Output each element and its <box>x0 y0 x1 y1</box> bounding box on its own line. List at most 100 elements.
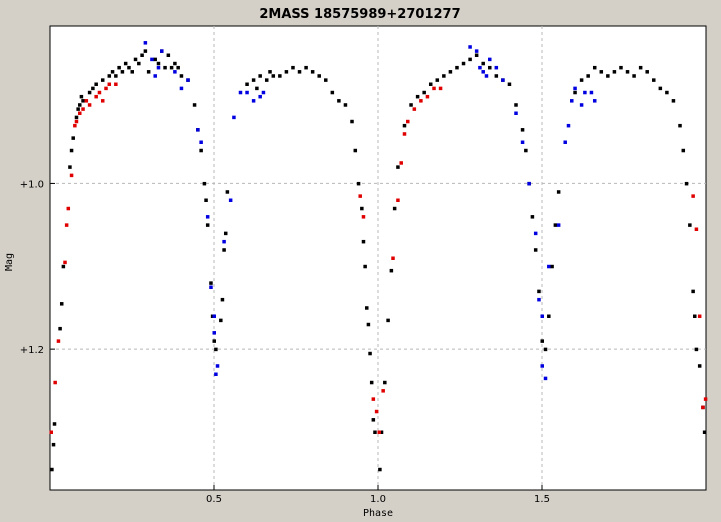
data-point-black <box>268 70 272 74</box>
data-point-black <box>245 82 249 86</box>
data-point-black <box>169 65 174 70</box>
data-point-black <box>68 165 72 169</box>
data-point-blue <box>543 376 548 381</box>
data-point-red <box>697 314 702 318</box>
data-point-black <box>586 74 590 78</box>
data-point-red <box>391 256 395 260</box>
data-point-red <box>701 405 705 410</box>
data-point-black <box>684 181 689 186</box>
data-point-red <box>63 260 67 265</box>
data-point-black <box>652 78 656 82</box>
data-point-red <box>64 223 69 227</box>
data-point-red <box>87 103 92 107</box>
data-point-black <box>461 61 466 66</box>
data-point-black <box>179 74 184 78</box>
data-point-red <box>703 397 708 401</box>
y-tick-label: +1.2 <box>20 345 44 356</box>
data-point-black <box>107 74 112 78</box>
data-point-black <box>392 206 397 211</box>
data-point-black <box>204 198 208 202</box>
data-point-red <box>406 119 410 124</box>
data-point-black <box>474 53 479 57</box>
data-point-red <box>371 397 376 401</box>
data-point-black <box>579 78 584 82</box>
data-point-black <box>606 74 610 78</box>
data-point-black <box>693 314 697 318</box>
data-point-black <box>365 306 369 310</box>
data-point-black <box>524 148 528 153</box>
data-point-blue <box>238 90 243 95</box>
data-point-black <box>258 74 262 78</box>
data-point-red <box>53 380 57 385</box>
data-point-black <box>665 90 669 95</box>
data-point-blue <box>474 49 479 53</box>
data-point-red <box>49 430 53 434</box>
data-point-black <box>442 74 446 78</box>
data-point-black <box>212 339 216 343</box>
data-point-black <box>74 115 79 120</box>
data-point-black <box>361 239 366 244</box>
data-point-black <box>278 74 282 78</box>
data-point-black <box>225 190 230 194</box>
data-point-blue <box>540 314 544 318</box>
data-point-blue <box>251 99 256 103</box>
data-point-black <box>110 70 115 74</box>
data-point-blue <box>566 123 571 128</box>
data-point-blue <box>209 285 213 289</box>
data-point-red <box>114 82 118 86</box>
data-point-black <box>137 61 141 66</box>
data-point-red <box>402 132 407 136</box>
y-tick-label: +1.0 <box>20 179 44 190</box>
data-point-blue <box>245 90 249 95</box>
data-point-red <box>66 206 71 211</box>
data-point-red <box>694 227 699 231</box>
data-point-blue <box>156 65 161 70</box>
data-point-black <box>173 61 177 66</box>
data-point-black <box>694 347 699 352</box>
data-point-black <box>612 70 617 74</box>
data-point-red <box>81 107 85 111</box>
data-point-blue <box>540 364 544 368</box>
data-point-black <box>396 165 400 169</box>
data-point-blue <box>570 99 574 103</box>
data-point-blue <box>196 128 200 132</box>
data-point-black <box>550 264 554 269</box>
data-point-blue <box>173 70 177 74</box>
data-point-blue <box>258 94 262 99</box>
data-point-blue <box>468 45 472 49</box>
data-points <box>49 41 708 472</box>
tick-labels: 0.5 1.0 1.5 +1.0 +1.2 <box>20 179 550 505</box>
data-point-black <box>530 215 535 219</box>
data-point-black <box>599 70 604 74</box>
data-point-blue <box>592 99 597 103</box>
data-point-black <box>50 467 54 472</box>
data-point-black <box>205 223 210 227</box>
data-point-blue <box>573 86 577 91</box>
data-point-blue <box>514 111 518 115</box>
data-point-black <box>304 65 308 70</box>
data-point-black <box>284 70 289 74</box>
data-point-black <box>691 289 695 294</box>
data-point-blue <box>547 264 551 269</box>
data-point-black <box>514 103 518 107</box>
data-point-red <box>425 94 430 99</box>
x-tick-label: 0.5 <box>206 494 222 505</box>
data-point-black <box>114 74 118 78</box>
data-point-black <box>389 268 394 273</box>
data-point-black <box>343 103 348 107</box>
data-point-black <box>379 430 384 434</box>
data-point-blue <box>520 140 525 144</box>
data-point-black <box>330 90 335 95</box>
data-point-black <box>678 123 682 128</box>
data-point-blue <box>556 223 561 227</box>
data-point-black <box>297 70 302 74</box>
data-point-black <box>383 380 387 385</box>
data-point-blue <box>579 103 584 107</box>
data-point-blue <box>212 314 216 318</box>
data-point-blue <box>563 140 567 144</box>
data-point-black <box>658 86 663 91</box>
data-point-black <box>409 103 413 107</box>
data-point-black <box>547 314 551 318</box>
data-point-black <box>494 74 499 78</box>
